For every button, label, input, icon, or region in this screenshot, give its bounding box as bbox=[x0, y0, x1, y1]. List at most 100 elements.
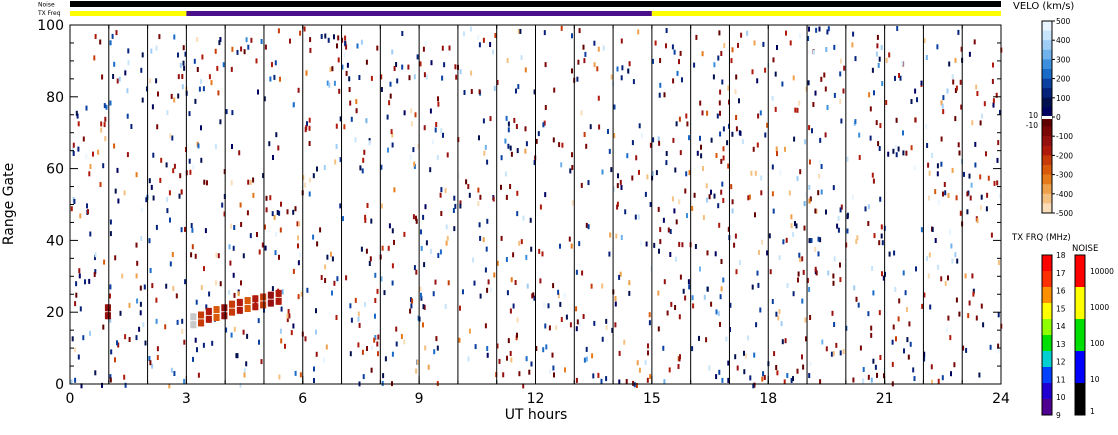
scatter-point bbox=[715, 309, 718, 315]
scatter-point bbox=[754, 212, 756, 218]
scatter-point bbox=[738, 260, 741, 266]
scatter-point bbox=[156, 346, 159, 352]
scatter-point bbox=[400, 334, 403, 339]
scatter-point bbox=[331, 256, 334, 262]
scatter-point bbox=[316, 166, 318, 172]
scatter-point bbox=[325, 344, 328, 350]
scatter-point bbox=[713, 193, 716, 199]
echo-point bbox=[104, 304, 108, 312]
scatter-point bbox=[989, 344, 992, 350]
scatter-point bbox=[123, 374, 126, 380]
scatter-point bbox=[240, 46, 243, 52]
scatter-point bbox=[870, 377, 873, 383]
scatter-point bbox=[361, 168, 364, 174]
scatter-point bbox=[533, 295, 536, 301]
scatter-point bbox=[726, 140, 729, 146]
scatter-point bbox=[893, 250, 896, 256]
scatter-point bbox=[386, 114, 389, 120]
scatter-point bbox=[749, 375, 752, 381]
scatter-point bbox=[104, 136, 107, 142]
scatter-point bbox=[420, 229, 422, 235]
scatter-point bbox=[763, 375, 766, 380]
scatter-point bbox=[801, 256, 804, 262]
velocity-color-swatch bbox=[1042, 49, 1052, 60]
scatter-point bbox=[731, 199, 734, 205]
scatter-point bbox=[600, 378, 603, 384]
scatter-point bbox=[262, 173, 265, 179]
scatter-point bbox=[928, 195, 930, 201]
scatter-point bbox=[681, 242, 684, 248]
scatter-point bbox=[150, 184, 153, 190]
scatter-point bbox=[739, 130, 742, 136]
scatter-point bbox=[181, 328, 184, 334]
scatter-point bbox=[971, 273, 974, 279]
scatter-point bbox=[128, 302, 131, 308]
scatter-point bbox=[686, 213, 688, 219]
scatter-point bbox=[894, 287, 897, 292]
scatter-point bbox=[659, 58, 662, 63]
scatter-point bbox=[721, 79, 724, 85]
scatter-point bbox=[249, 179, 252, 185]
scatter-point bbox=[230, 180, 233, 186]
scatter-point bbox=[879, 196, 882, 202]
scatter-point bbox=[504, 138, 507, 144]
scatter-point bbox=[734, 233, 737, 239]
scatter-point bbox=[87, 209, 89, 215]
txfreq-tick-label: 16 bbox=[1056, 287, 1066, 296]
scatter-point bbox=[996, 180, 999, 186]
scatter-point bbox=[478, 42, 481, 48]
scatter-point bbox=[560, 162, 563, 168]
scatter-point bbox=[354, 137, 357, 143]
scatter-point bbox=[921, 303, 924, 309]
scatter-point bbox=[907, 354, 910, 360]
scatter-point bbox=[179, 62, 182, 68]
scatter-point bbox=[543, 302, 546, 308]
scatter-point bbox=[771, 164, 774, 170]
scatter-point bbox=[419, 286, 422, 292]
scatter-point bbox=[686, 121, 689, 127]
scatter-point bbox=[74, 347, 76, 353]
scatter-point bbox=[909, 341, 912, 347]
scatter-point bbox=[181, 74, 184, 79]
scatter-point bbox=[216, 65, 219, 71]
scatter-point bbox=[593, 320, 596, 326]
scatter-point bbox=[458, 337, 461, 343]
scatter-point bbox=[616, 183, 619, 189]
scatter-point bbox=[757, 113, 760, 119]
scatter-point bbox=[654, 40, 657, 46]
scatter-point bbox=[260, 359, 263, 365]
scatter-point bbox=[529, 217, 532, 223]
scatter-point bbox=[542, 347, 545, 353]
scatter-point bbox=[802, 364, 805, 370]
scatter-point bbox=[718, 100, 721, 106]
scatter-point bbox=[676, 70, 679, 76]
scatter-point bbox=[708, 194, 711, 200]
scatter-point bbox=[258, 339, 260, 345]
scatter-point bbox=[955, 297, 958, 303]
scatter-point bbox=[152, 152, 155, 158]
x-tick-label: 15 bbox=[643, 391, 661, 407]
txfreq-bar bbox=[70, 11, 1001, 16]
scatter-point bbox=[166, 208, 169, 214]
scatter-point bbox=[675, 121, 678, 127]
scatter-point bbox=[365, 248, 368, 254]
scatter-point bbox=[949, 335, 952, 341]
scatter-point bbox=[396, 78, 399, 84]
scatter-point bbox=[177, 93, 180, 99]
scatter-point bbox=[620, 75, 623, 81]
scatter-point bbox=[722, 277, 725, 283]
scatter-point bbox=[960, 104, 963, 110]
scatter-point bbox=[126, 113, 129, 119]
scatter-point bbox=[231, 144, 233, 149]
scatter-point bbox=[720, 189, 723, 195]
scatter-point bbox=[706, 110, 709, 116]
scatter-point bbox=[448, 45, 451, 51]
scatter-point bbox=[541, 251, 544, 257]
scatter-point bbox=[590, 283, 593, 289]
velocity-colorbar-title: VELO (km/s) bbox=[1013, 1, 1074, 12]
scatter-point bbox=[699, 266, 701, 272]
scatter-point bbox=[785, 30, 787, 36]
scatter-point bbox=[598, 124, 601, 130]
